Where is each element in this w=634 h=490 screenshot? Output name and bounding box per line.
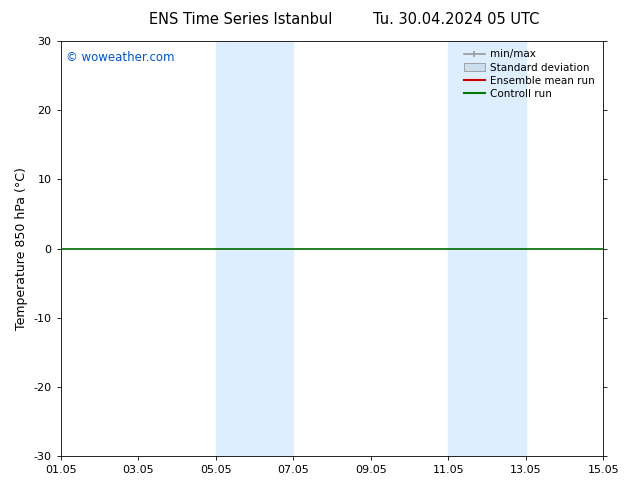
Y-axis label: Temperature 850 hPa (°C): Temperature 850 hPa (°C) [15, 167, 28, 330]
Text: ENS Time Series Istanbul: ENS Time Series Istanbul [149, 12, 333, 27]
Bar [216, 41, 293, 456]
Bar [448, 41, 526, 456]
Legend: min/max, Standard deviation, Ensemble mean run, Controll run: min/max, Standard deviation, Ensemble me… [461, 46, 598, 102]
Text: Tu. 30.04.2024 05 UTC: Tu. 30.04.2024 05 UTC [373, 12, 540, 27]
Text: © woweather.com: © woweather.com [66, 51, 174, 64]
